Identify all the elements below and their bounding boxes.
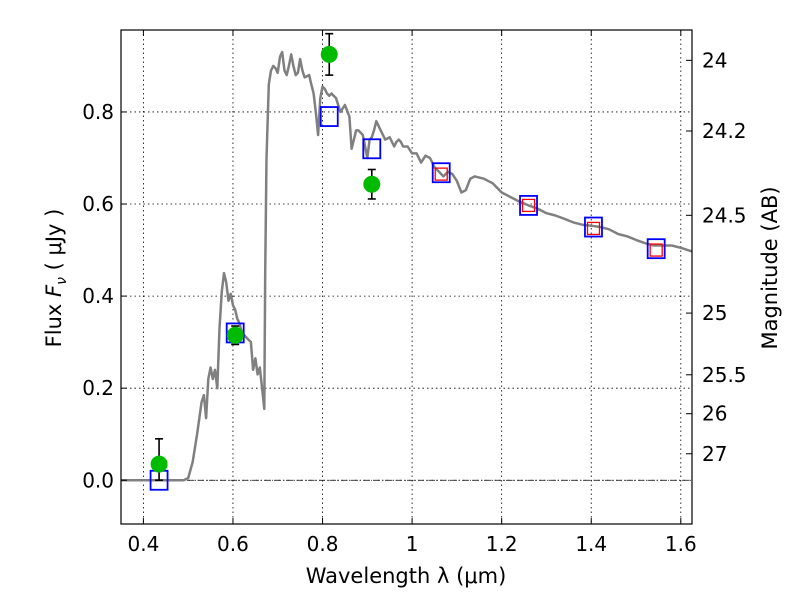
green-data-point bbox=[320, 45, 338, 63]
blue-square-marker bbox=[362, 138, 382, 160]
y2-tick-label: 25.5 bbox=[702, 363, 747, 387]
red-square-marker bbox=[586, 221, 601, 236]
y2-tick-label: 24.2 bbox=[702, 119, 747, 143]
model-spectrum-line bbox=[121, 50, 693, 482]
plot-data bbox=[121, 32, 693, 491]
red-square-marker bbox=[649, 243, 663, 257]
x-tick-label: 1 bbox=[406, 532, 419, 556]
grid-lines bbox=[121, 30, 692, 524]
x-tick-label: 0.6 bbox=[217, 532, 249, 556]
x-tick-label: 1.4 bbox=[575, 532, 607, 556]
green-data-point bbox=[226, 326, 244, 344]
x-tick-label: 1.2 bbox=[486, 532, 518, 556]
green-data-point bbox=[363, 175, 381, 193]
plot-frame bbox=[120, 29, 693, 525]
y-tick-label: 0.2 bbox=[82, 376, 114, 400]
y2-axis-label: Magnitude (AB) bbox=[758, 186, 782, 349]
y-tick-label: 0.8 bbox=[82, 100, 114, 124]
axis-ticks: 0.4 0.6 0.8 1 1.2 1.4 1.6 0.0 0.2 0.4 0.6 0.8 24 24.2… bbox=[82, 30, 747, 556]
blue-square-marker bbox=[519, 195, 538, 216]
y-tick-label: 0.4 bbox=[82, 284, 114, 308]
red-square-marker bbox=[521, 198, 536, 213]
blue-square-marker bbox=[431, 162, 451, 184]
y-tick-label: 0.0 bbox=[82, 468, 114, 492]
x-tick-label: 0.4 bbox=[127, 532, 159, 556]
y2-tick-label: 27 bbox=[702, 442, 727, 466]
y2-tick-label: 24 bbox=[702, 48, 727, 72]
blue-square-marker bbox=[646, 238, 666, 260]
red-square-marker bbox=[434, 167, 448, 181]
x-tick-label: 1.6 bbox=[665, 532, 697, 556]
y-tick-label: 0.6 bbox=[82, 192, 114, 216]
y-axis-label: Flux Fν ( μJy ) bbox=[42, 209, 70, 348]
green-data-point bbox=[150, 455, 168, 473]
y2-tick-label: 26 bbox=[702, 402, 727, 426]
y2-tick-label: 25 bbox=[702, 301, 727, 325]
blue-square-marker bbox=[584, 216, 603, 238]
x-tick-label: 0.8 bbox=[307, 532, 339, 556]
blue-square-marker bbox=[319, 106, 339, 127]
x-axis-label: Wavelength λ (μm) bbox=[306, 564, 507, 588]
y2-tick-label: 24.5 bbox=[702, 203, 747, 227]
